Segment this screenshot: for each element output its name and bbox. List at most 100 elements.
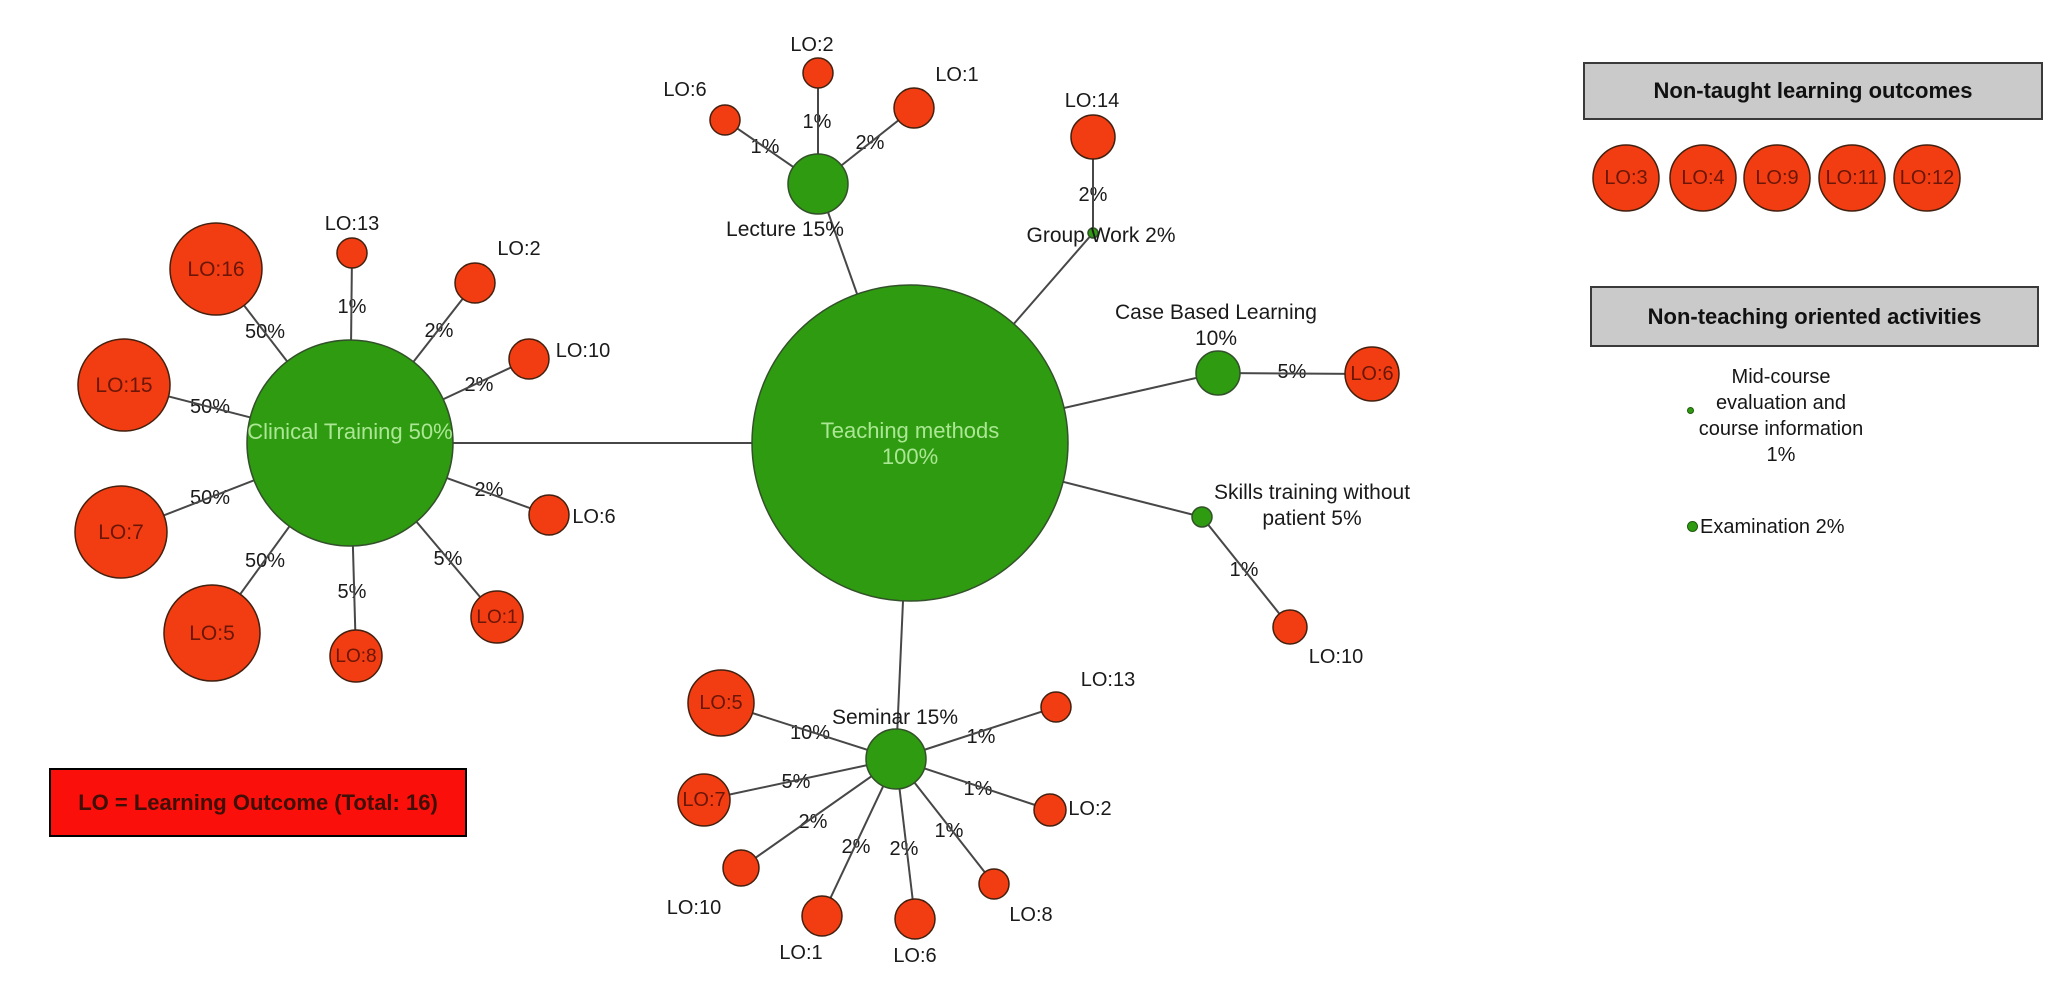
node-cbl6 xyxy=(1344,346,1400,402)
node-s13 xyxy=(1040,691,1072,723)
midcourse-note-line: Mid-course xyxy=(1731,366,1831,388)
edge-sem-s13-label: 1% xyxy=(967,726,996,748)
node-c10 xyxy=(508,338,550,380)
node-c5 xyxy=(163,584,261,682)
node-s13-label: LO:13 xyxy=(1081,669,1135,691)
node-gw-label: Group Work 2% xyxy=(1027,224,1176,247)
edge-sem-s10-label: 2% xyxy=(799,811,828,833)
node-p9 xyxy=(1743,144,1811,212)
node-teach xyxy=(751,284,1069,602)
examination-dot xyxy=(1687,521,1698,532)
node-c16 xyxy=(169,222,263,316)
non-taught-outcomes-title: Non-taught learning outcomes xyxy=(1653,78,1973,103)
node-p3-label: LO:3 xyxy=(1604,167,1647,189)
midcourse-note: Mid-course evaluation and course informa… xyxy=(1699,364,1864,468)
node-s6-label: LO:6 xyxy=(893,945,936,967)
non-teaching-activities-header: Non-teaching oriented activities xyxy=(1590,286,2039,347)
node-p3 xyxy=(1592,144,1660,212)
node-l2 xyxy=(802,57,834,89)
node-sem xyxy=(865,728,927,790)
node-s6 xyxy=(894,898,936,940)
node-s1-label: LO:1 xyxy=(779,942,822,964)
node-c16-label: LO:16 xyxy=(187,258,244,281)
edge-sem-s7-label: 5% xyxy=(782,771,811,793)
midcourse-dot xyxy=(1687,407,1694,414)
non-taught-outcomes-header: Non-taught learning outcomes xyxy=(1583,62,2043,120)
node-c15 xyxy=(77,338,171,432)
node-c6 xyxy=(528,494,570,536)
node-skills xyxy=(1191,506,1213,528)
edge-sem-s1-label: 2% xyxy=(842,836,871,858)
node-l6-label: LO:6 xyxy=(663,79,706,101)
node-c5-label: LO:5 xyxy=(189,622,235,645)
legend-label: LO = Learning Outcome (Total: 16) xyxy=(78,789,438,815)
node-gw14-label: LO:14 xyxy=(1065,90,1119,112)
node-sk10 xyxy=(1272,609,1308,645)
edge-clin-c2-label: 2% xyxy=(425,320,454,342)
node-sem-label: Seminar 15% xyxy=(832,706,958,729)
node-clin-label: Clinical Training 50% xyxy=(247,419,452,444)
node-c15-label: LO:15 xyxy=(95,374,152,397)
legend-box: LO = Learning Outcome (Total: 16) xyxy=(49,768,467,837)
node-c13-label: LO:13 xyxy=(325,213,379,235)
node-lect-label: Lecture 15% xyxy=(726,218,844,241)
node-lect xyxy=(787,153,849,215)
node-s1 xyxy=(801,895,843,937)
node-teach-label: Teaching methods 100% xyxy=(821,418,1000,469)
edge-cbl-cbl6-label: 5% xyxy=(1278,361,1307,383)
node-c13 xyxy=(336,237,368,269)
node-sk10-label: LO:10 xyxy=(1309,646,1363,668)
node-s10 xyxy=(722,849,760,887)
nodes xyxy=(74,57,1961,940)
node-cbl xyxy=(1195,350,1241,396)
node-p11 xyxy=(1818,144,1886,212)
node-s5-label: LO:5 xyxy=(699,692,742,714)
node-c8 xyxy=(329,629,383,683)
node-c1-label: LO:1 xyxy=(476,607,517,628)
node-p4-label: LO:4 xyxy=(1681,167,1724,189)
node-l6 xyxy=(709,104,741,136)
edge-sem-s5-label: 10% xyxy=(790,722,830,744)
examination-label: Examination 2% xyxy=(1700,516,1845,538)
node-s2-label: LO:2 xyxy=(1068,798,1111,820)
node-s10-label: LO:10 xyxy=(667,897,721,919)
midcourse-note-line: course information xyxy=(1698,418,1864,440)
edge-clin-c8-label: 5% xyxy=(338,581,367,603)
node-c7 xyxy=(74,485,168,579)
node-c8-label: LO:8 xyxy=(335,646,376,667)
edge-sem-s7 xyxy=(703,758,897,801)
node-c7-label: LO:7 xyxy=(98,521,144,544)
node-c2 xyxy=(454,262,496,304)
examination-note: Examination 2% xyxy=(1700,514,1845,540)
node-s7-label: LO:7 xyxy=(682,789,725,811)
node-c6-label: LO:6 xyxy=(572,506,615,528)
node-clin xyxy=(246,339,454,547)
node-cbl-label: Case Based Learning 10% xyxy=(1115,301,1317,350)
node-p11-label: LO:11 xyxy=(1826,167,1879,189)
non-teaching-activities-title: Non-teaching oriented activities xyxy=(1647,303,1982,329)
node-s8-label: LO:8 xyxy=(1009,904,1052,926)
node-p4 xyxy=(1669,144,1737,212)
node-c10-label: LO:10 xyxy=(556,340,610,362)
node-gw xyxy=(1087,227,1099,239)
node-l1 xyxy=(893,87,935,129)
node-l2-label: LO:2 xyxy=(790,34,833,56)
node-cbl6-label: LO:6 xyxy=(1350,363,1393,385)
node-s8 xyxy=(978,868,1010,900)
node-gw14 xyxy=(1070,114,1116,160)
node-s2 xyxy=(1033,793,1067,827)
node-s7 xyxy=(677,773,731,827)
node-p12-label: LO:12 xyxy=(1900,167,1954,189)
node-l1-label: LO:1 xyxy=(935,64,978,86)
node-c2-label: LO:2 xyxy=(497,238,540,260)
edge-sem-s6-label: 2% xyxy=(890,838,919,860)
node-p12 xyxy=(1893,144,1961,212)
node-labels: Teaching methods 100% Clinical Training 50… xyxy=(95,34,1954,967)
edge-skills-sk10 xyxy=(1201,516,1291,628)
node-skills-label: Skills training without patient 5% xyxy=(1214,481,1410,530)
edge-sem-s10 xyxy=(740,758,897,869)
node-p9-label: LO:9 xyxy=(1755,167,1798,189)
midcourse-note-line: 1% xyxy=(1766,444,1796,466)
